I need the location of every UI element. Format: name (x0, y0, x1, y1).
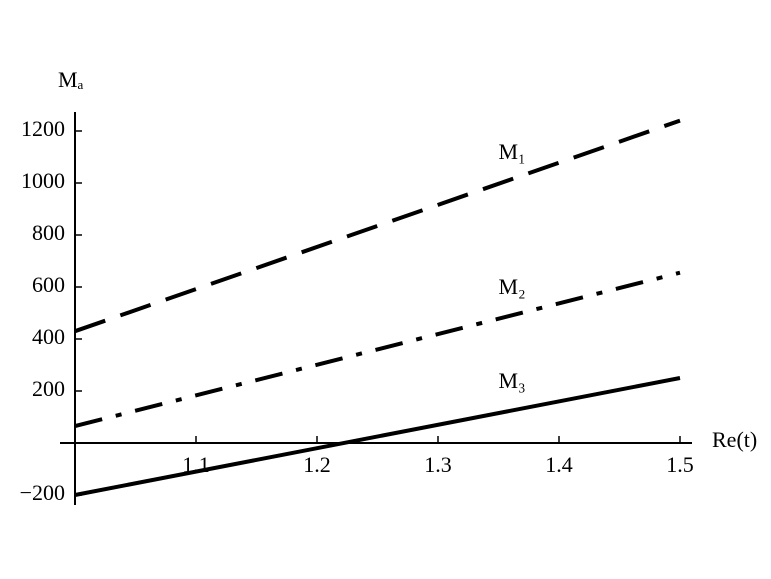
series-line (74, 270, 681, 429)
y-tick-label: 800 (32, 220, 65, 245)
series-line (74, 118, 681, 334)
y-tick-label: 1200 (21, 116, 65, 141)
x-tick-label: 1.5 (666, 452, 694, 477)
series-label: M₁ (499, 139, 526, 164)
x-tick-label: 1.3 (424, 452, 452, 477)
series-line (74, 376, 681, 497)
series-label: M₂ (499, 274, 526, 299)
y-axis-label: Mₐ (58, 67, 84, 92)
y-tick-label: 200 (32, 376, 65, 401)
y-tick-label: 1000 (21, 168, 65, 193)
x-tick-label: 1.2 (303, 452, 331, 477)
series-label: M₃ (499, 368, 526, 393)
y-tick-label: −200 (20, 480, 65, 505)
x-axis-label: Re(t) (712, 427, 757, 452)
y-tick-label: 400 (32, 324, 65, 349)
y-tick-label: 600 (32, 272, 65, 297)
x-tick-label: 1.4 (545, 452, 573, 477)
